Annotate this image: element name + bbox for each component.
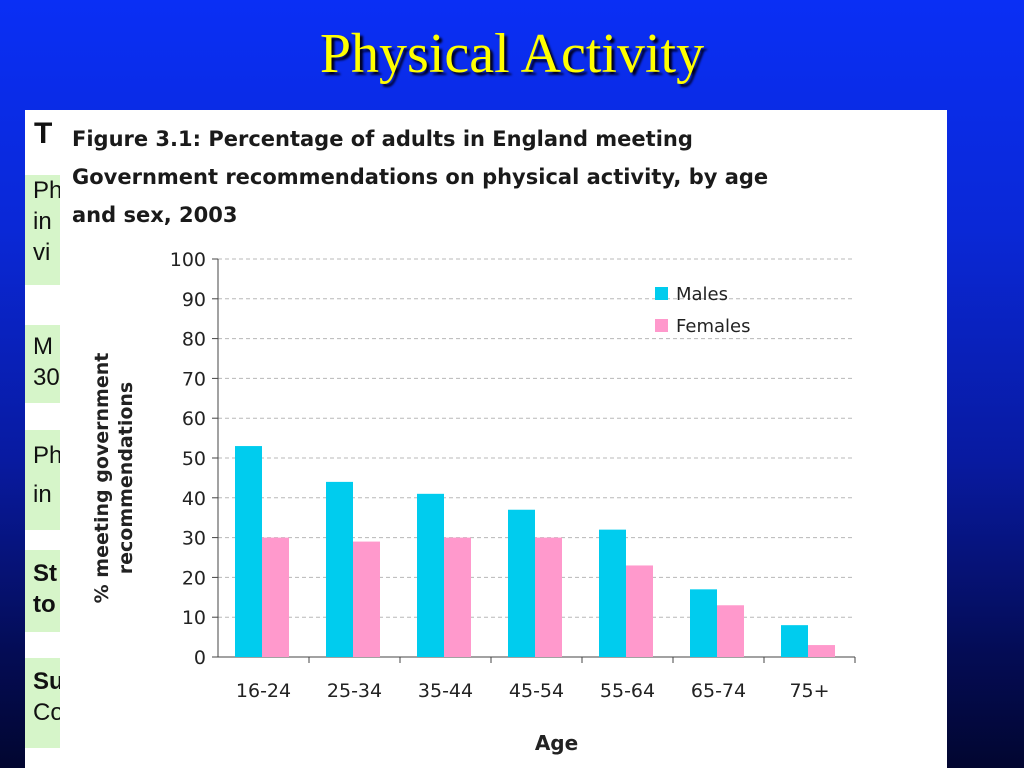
chart-figure: Figure 3.1: Percentage of adults in Engl… [60, 110, 947, 768]
y-axis-label: recommendations [115, 382, 137, 575]
y-tick-label: 80 [182, 329, 206, 351]
legend-label: Males [676, 284, 728, 305]
chart-title-line: Figure 3.1: Percentage of adults in Engl… [72, 127, 693, 151]
bg-fragment: T [34, 117, 53, 150]
bg-callout: St to [25, 550, 65, 632]
x-tick-label: 45-54 [509, 680, 564, 702]
bar-chart: 0 10 20 30 40 50 60 70 80 90 100 16-24 25-34 35-44 45-… [91, 249, 856, 755]
legend-label: Females [676, 316, 750, 337]
chart-title: Figure 3.1: Percentage of adults in Engl… [72, 120, 932, 234]
bg-fragment: in [33, 208, 52, 235]
chart-title-line: and sex, 2003 [72, 203, 238, 227]
bar-males [508, 509, 535, 657]
bg-callout: Ph in vi [25, 175, 65, 285]
y-tick-label: 10 [182, 607, 206, 629]
x-tick-label: 25-34 [327, 680, 382, 702]
bar-females [262, 537, 289, 657]
y-tick-label: 20 [182, 567, 206, 589]
bg-callout: M 30 [25, 325, 65, 403]
y-tick-label: 70 [182, 368, 206, 390]
bar-females [535, 537, 562, 657]
legend-swatch-females [655, 319, 668, 332]
bar-females [626, 565, 653, 657]
x-axis-label: Age [535, 731, 578, 755]
bg-callout: Ph in [25, 430, 65, 530]
bg-fragment: Su [33, 668, 64, 695]
bg-callout: Su Co [25, 658, 65, 748]
bg-fragment: to [33, 591, 56, 618]
bg-fragment: Ph [33, 442, 63, 469]
bar-females [717, 605, 744, 657]
bar-males [417, 493, 444, 657]
bg-fragment: vi [33, 239, 51, 266]
x-tick-label: 55-64 [600, 680, 655, 702]
x-tick-label: 75+ [789, 680, 829, 702]
y-tick-label: 40 [182, 488, 206, 510]
bar-males [599, 529, 626, 657]
bar-males [235, 446, 262, 657]
bg-fragment: 30 [33, 364, 60, 391]
bg-fragment: M [33, 333, 53, 360]
y-tick-label: 60 [182, 408, 206, 430]
bar-females [808, 645, 835, 657]
bg-fragment: Ph [33, 177, 63, 204]
chart-title-line: Government recommendations on physical a… [72, 165, 769, 189]
bar-females [353, 541, 380, 657]
legend-swatch-males [655, 287, 668, 300]
y-tick-label: 50 [182, 448, 206, 470]
bg-fragment: in [33, 481, 52, 508]
y-tick-label: 30 [182, 528, 206, 550]
bar-males [781, 625, 808, 657]
x-tick-label: 65-74 [691, 680, 746, 702]
y-tick-label: 100 [170, 249, 206, 271]
y-tick-label: 0 [194, 647, 206, 669]
x-tick-label: 35-44 [418, 680, 473, 702]
slide-title: Physical Activity [319, 23, 705, 85]
x-tick-label: 16-24 [236, 680, 291, 702]
bar-females [444, 537, 471, 657]
bar-males [690, 589, 717, 657]
bg-fragment: Co [33, 699, 64, 726]
bar-males [326, 481, 353, 657]
y-tick-label: 90 [182, 289, 206, 311]
bg-fragment: St [33, 560, 57, 587]
y-axis-label: % meeting government [91, 353, 113, 604]
